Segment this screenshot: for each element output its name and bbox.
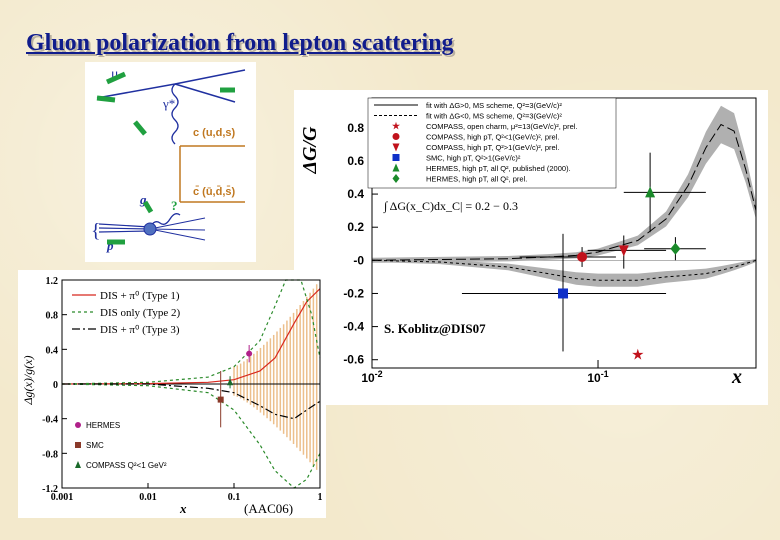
legend-entry: DIS + π⁰ (Type 1) bbox=[100, 290, 180, 302]
x-tick-label: 0.1 bbox=[228, 492, 241, 503]
gamma-label: γ* bbox=[162, 96, 175, 111]
x-tick-label: 0.01 bbox=[139, 492, 157, 503]
data-point bbox=[217, 396, 224, 403]
data-point bbox=[645, 186, 656, 198]
fit-band-negative bbox=[372, 258, 756, 287]
series-line bbox=[61, 383, 321, 489]
legend-entry: COMPASS, high pT, Q²>1(GeV/c)², prel. bbox=[426, 143, 559, 152]
y-tick-label: 1.2 bbox=[46, 276, 59, 287]
fit-line-positive bbox=[371, 123, 757, 261]
proton-label: p bbox=[106, 238, 114, 253]
legend-entry: DIS only (Type 2) bbox=[100, 307, 181, 319]
series-line bbox=[61, 279, 321, 385]
legend-marker bbox=[392, 121, 400, 130]
brace-label: { bbox=[91, 220, 101, 242]
data-point bbox=[632, 348, 644, 360]
x-tick-label: 10-2 bbox=[361, 369, 382, 385]
muon-label: μ bbox=[111, 67, 119, 82]
y-tick-label: -0.8 bbox=[42, 449, 58, 460]
slide-title: Gluon polarization from lepton scatterin… bbox=[26, 30, 454, 56]
credit-label: S. Koblitz@DIS07 bbox=[384, 321, 486, 336]
y-tick-label: -1.2 bbox=[42, 484, 58, 495]
legend-entry: SMC, high pT, Q²>1(GeV/c)² bbox=[426, 154, 521, 163]
x-axis-label: x bbox=[731, 366, 742, 388]
legend-entry: COMPASS, open charm, μ²=13(GeV/c)², prel… bbox=[426, 122, 578, 131]
legend-marker bbox=[392, 143, 400, 152]
cbar-quark-label: c̄ (ū,d̄,s̄) bbox=[193, 186, 236, 198]
series-line bbox=[62, 383, 321, 420]
data-point bbox=[618, 245, 629, 257]
legend-entry: COMPASS Q²<1 GeV² bbox=[86, 461, 167, 470]
legend-marker bbox=[392, 133, 400, 140]
legend-entry: HERMES, high pT, all Q², published (2000… bbox=[426, 164, 571, 173]
legend-marker bbox=[75, 442, 81, 448]
x-tick-exponent: -2 bbox=[375, 369, 383, 379]
legend-marker bbox=[75, 461, 81, 468]
y-tick-label: 0.8 bbox=[347, 121, 364, 135]
legend-entry: fit with ΔG<0, MS scheme, Q²=3(GeV/c)² bbox=[426, 112, 562, 121]
y-tick-label: 0.4 bbox=[46, 345, 59, 356]
y-tick-label: 0.4 bbox=[347, 187, 364, 201]
legend-marker bbox=[392, 174, 400, 183]
arrow-icon bbox=[96, 95, 116, 103]
y-tick-label: -0.2 bbox=[343, 286, 364, 300]
legend-entry: COMPASS, high pT, Q²<1(GeV/c)², prel. bbox=[426, 133, 559, 142]
legend-marker bbox=[75, 422, 81, 428]
data-point bbox=[577, 252, 588, 263]
legend-entry: HERMES, high pT, all Q², prel. bbox=[426, 175, 527, 184]
legend-entry: SMC bbox=[86, 441, 104, 450]
x-tick-label: 1 bbox=[318, 492, 323, 503]
y-tick-label: -0 bbox=[353, 253, 364, 267]
legend-marker bbox=[392, 163, 400, 172]
data-point bbox=[246, 350, 253, 357]
x-tick-exponent: -1 bbox=[601, 369, 609, 379]
data-point bbox=[558, 288, 569, 299]
feynman-diagram: μ γ* c (u,d,s) c̄ (ū,d̄,s̄) g ? { p bbox=[85, 62, 256, 262]
data-point bbox=[227, 378, 234, 386]
x-axis-label: x bbox=[179, 501, 187, 516]
y-tick-label: 0 bbox=[53, 380, 58, 391]
fit-line-negative bbox=[371, 259, 757, 281]
y-tick-label: -0.4 bbox=[343, 320, 364, 334]
y-tick-label: 0.2 bbox=[347, 220, 364, 234]
gluon-label: g bbox=[139, 192, 147, 207]
x-tick-label: 0.001 bbox=[51, 492, 74, 503]
x-tick-label: 10-1 bbox=[587, 369, 608, 385]
credit-label: (AAC06) bbox=[244, 501, 293, 516]
c-quark-label: c (u,d,s) bbox=[193, 127, 236, 139]
y-tick-label: -0.4 bbox=[42, 415, 58, 426]
y-axis-label: Δg(x)/g(x) bbox=[21, 355, 35, 405]
arrow-icon bbox=[105, 71, 127, 85]
data-point bbox=[670, 242, 681, 255]
integral-annotation: ∫ ΔG(x_C)dx_C| = 0.2 − 0.3 bbox=[383, 199, 518, 213]
legend-entry: DIS + π⁰ (Type 3) bbox=[100, 324, 180, 336]
aac06-chart: 1.2 0.8 0.4 0 -0.4 -0.8 -1.2 0.001 0.01 0.1 1 Δg(… bbox=[18, 270, 326, 518]
y-tick-label: 0.6 bbox=[347, 154, 364, 168]
y-tick-label: -0.6 bbox=[343, 353, 364, 367]
y-tick-label: 0.8 bbox=[46, 311, 59, 322]
series-line bbox=[61, 288, 321, 385]
y-axis-label: ΔG/G bbox=[299, 126, 321, 175]
legend-marker bbox=[392, 154, 400, 161]
legend-entry: fit with ΔG>0, MS scheme, Q²=3(GeV/c)² bbox=[426, 101, 562, 110]
gluon-polarization-chart: 0.8 0.6 0.4 0.2 -0 -0.2 -0.4 -0.6 10-2 10-1 ΔG/G… bbox=[294, 90, 768, 405]
legend-entry: HERMES bbox=[86, 421, 120, 430]
question-label: ? bbox=[171, 198, 178, 213]
